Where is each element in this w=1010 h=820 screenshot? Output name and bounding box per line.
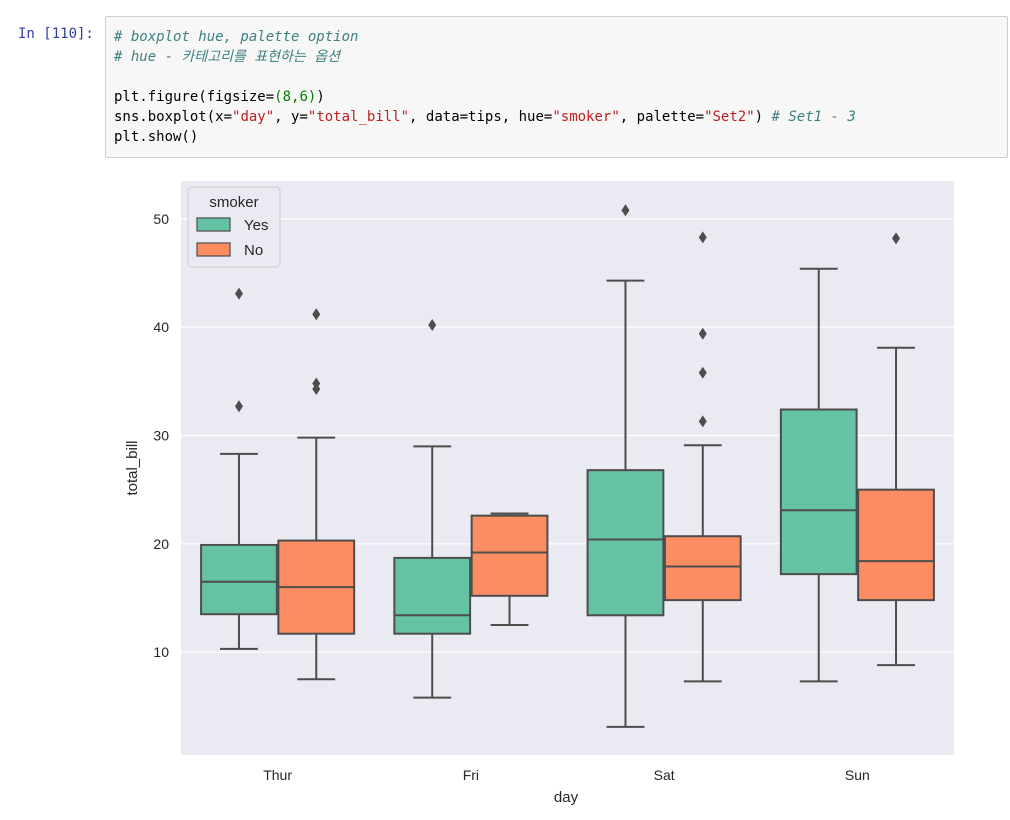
box-iqr	[393, 556, 472, 635]
code-line-4: sns.boxplot(x="day", y="total_bill", dat…	[114, 107, 1007, 127]
box-iqr	[200, 543, 278, 616]
code-text: sns.boxplot(x=	[114, 109, 233, 125]
legend: smoker Yes No	[187, 186, 281, 268]
code-text: , data=tips, hue=	[409, 109, 553, 125]
code-text: plt.show()	[114, 129, 199, 145]
legend-title: smoker	[209, 194, 258, 211]
code-text: )	[316, 89, 325, 105]
code-line-2: # hue - 카테고리를 표현하는 옵션	[114, 47, 1007, 67]
code-number: (8,6)	[274, 89, 317, 105]
box-yes-thur	[200, 287, 278, 650]
box-no-thur	[277, 308, 356, 681]
x-tick-label: Sat	[654, 767, 675, 783]
code-string: "day"	[232, 109, 275, 125]
box-no-sat	[663, 231, 742, 683]
x-tick-label: Sun	[845, 767, 870, 783]
y-tick-label: 40	[153, 319, 169, 335]
cell-output: 10 20 30 40 50 Thur Fri Sat Sun day total_bill …	[105, 170, 1010, 816]
x-axis-label: day	[554, 789, 579, 806]
code-string: "total_bill"	[307, 109, 410, 125]
outlier-point	[312, 308, 321, 321]
box-iqr	[663, 535, 742, 602]
code-text: , palette=	[619, 109, 705, 125]
code-text: plt.figure(figsize=	[114, 89, 275, 105]
legend-swatch-yes	[196, 217, 231, 232]
code-line-1: # boxplot hue, palette option	[114, 27, 1007, 47]
outlier-point	[698, 366, 707, 379]
legend-label-yes: Yes	[244, 217, 268, 234]
outlier-point	[234, 400, 243, 413]
legend-swatch-no	[196, 242, 231, 257]
y-tick-label: 10	[153, 644, 169, 660]
code-comment: # boxplot hue, palette option	[114, 29, 359, 45]
outlier-point	[621, 204, 630, 217]
box-no-sun	[857, 232, 935, 667]
x-tick-label: Fri	[463, 767, 479, 783]
code-comment: # hue - 카테고리를 표현하는 옵션	[114, 49, 340, 65]
code-string: "smoker"	[552, 109, 620, 125]
x-tick-label: Thur	[263, 767, 292, 783]
code-line-5: plt.show()	[114, 127, 1007, 147]
code-cell[interactable]: # boxplot hue, palette option # hue - 카테…	[105, 16, 1008, 158]
code-text: , y=	[274, 109, 308, 125]
box-no-fri	[470, 512, 549, 627]
outlier-point	[892, 232, 901, 245]
code-string: "Set2"	[704, 109, 755, 125]
box-iqr	[779, 408, 858, 576]
y-tick-label: 20	[153, 536, 169, 552]
outlier-point	[698, 415, 707, 428]
y-tick-label: 50	[153, 211, 169, 227]
code-comment: # Set1 - 3	[771, 109, 856, 125]
outlier-point	[234, 287, 243, 300]
y-axis-label: total_bill	[124, 440, 141, 495]
box-yes-sat	[586, 204, 665, 728]
code-line-3: plt.figure(figsize=(8,6))	[114, 87, 1007, 107]
box-iqr	[470, 514, 549, 597]
box-iqr	[586, 469, 665, 617]
cell-prompt: In [110]:	[18, 26, 94, 42]
y-tick-label: 30	[153, 428, 169, 444]
outlier-point	[428, 319, 437, 332]
outlier-point	[698, 231, 707, 244]
outlier-point	[698, 327, 707, 340]
legend-label-no: No	[244, 242, 263, 259]
box-yes-sun	[779, 267, 858, 683]
outlier-point	[312, 377, 321, 390]
box-iqr	[857, 488, 935, 602]
code-text: )	[754, 109, 772, 125]
code-line-blank	[114, 67, 1007, 87]
box-yes-fri	[393, 319, 472, 699]
